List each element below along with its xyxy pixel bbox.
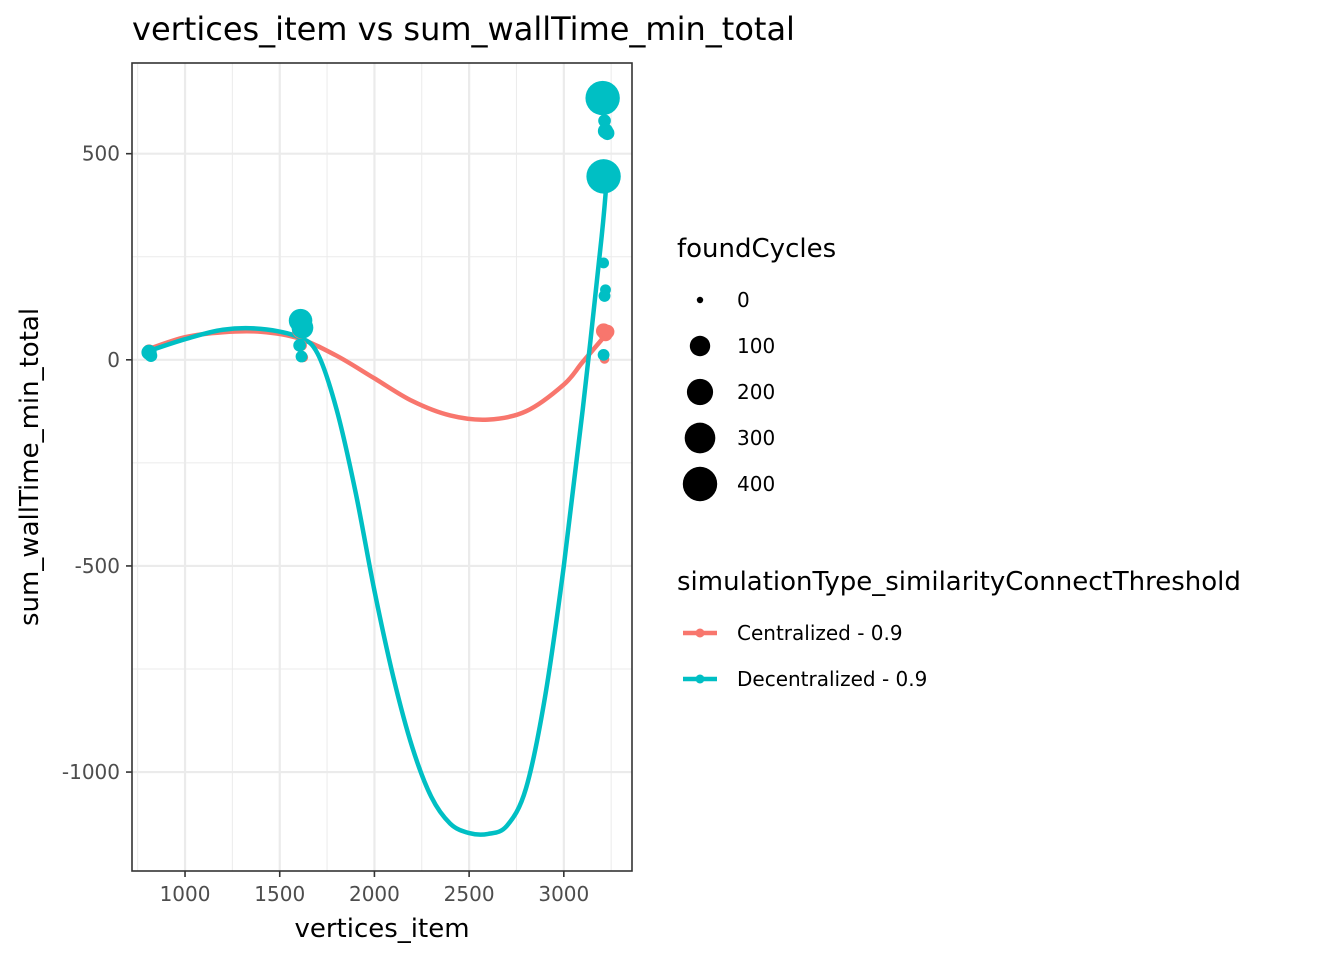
minor-gridlines	[132, 63, 632, 871]
point-decentralized-0-9	[586, 159, 621, 194]
x-tick-label: 3000	[538, 882, 589, 906]
point-decentralized-0-9	[598, 257, 610, 269]
color-legend-label: Centralized - 0.9	[737, 621, 903, 645]
size-legend-key	[686, 378, 714, 406]
size-legend-key	[684, 422, 716, 454]
plot-border	[131, 62, 633, 872]
x-tick-label: 1000	[160, 882, 211, 906]
size-legend-label: 200	[737, 380, 775, 404]
curve-centralized-0-9	[144, 328, 610, 422]
size-legend-label: 100	[737, 334, 775, 358]
y-tick-label: -500	[75, 554, 120, 578]
x-axis-ticks: 1000 1500 2000 2500 3000	[160, 871, 589, 906]
color-legend-dot	[695, 674, 705, 684]
x-tick-label: 1500	[254, 882, 305, 906]
size-legend-key	[689, 335, 711, 357]
color-legend-label: Decentralized - 0.9	[737, 667, 927, 691]
size-legend-key	[682, 466, 718, 502]
size-legend: foundCycles 0 100 200 300 400	[677, 234, 836, 502]
y-axis-title: sum_wallTime_min_total	[15, 308, 45, 626]
y-tick-label: -1000	[62, 760, 120, 784]
y-axis-ticks: -1000 -500 0 500	[62, 142, 132, 784]
point-decentralized-0-9	[600, 126, 615, 141]
y-tick-label: 500	[82, 142, 120, 166]
color-legend-dot	[695, 628, 705, 638]
point-decentralized-0-9	[598, 290, 611, 302]
point-decentralized-0-9	[144, 349, 158, 363]
x-tick-label: 2500	[444, 882, 495, 906]
color-legend-title: simulationType_similarityConnectThreshol…	[677, 567, 1241, 597]
y-tick-label: 0	[107, 348, 120, 372]
chart-title: vertices_item vs sum_wallTime_min_total	[132, 10, 795, 48]
size-legend-key	[696, 296, 704, 304]
x-tick-label: 2000	[349, 882, 400, 906]
point-decentralized-0-9	[291, 316, 314, 339]
color-legend: simulationType_similarityConnectThreshol…	[677, 567, 1241, 691]
plot-background	[132, 63, 632, 871]
scatter-points	[141, 80, 621, 364]
point-decentralized-0-9	[597, 348, 610, 361]
point-decentralized-0-9	[295, 350, 308, 363]
size-legend-title: foundCycles	[677, 234, 836, 264]
size-legend-label: 0	[737, 288, 750, 312]
x-axis-title: vertices_item	[294, 914, 469, 944]
major-gridlines	[132, 63, 632, 871]
point-decentralized-0-9	[293, 339, 306, 352]
point-centralized-0-9	[600, 324, 615, 339]
size-legend-label: 400	[737, 472, 775, 496]
point-decentralized-0-9	[585, 80, 620, 116]
size-legend-label: 300	[737, 426, 775, 450]
